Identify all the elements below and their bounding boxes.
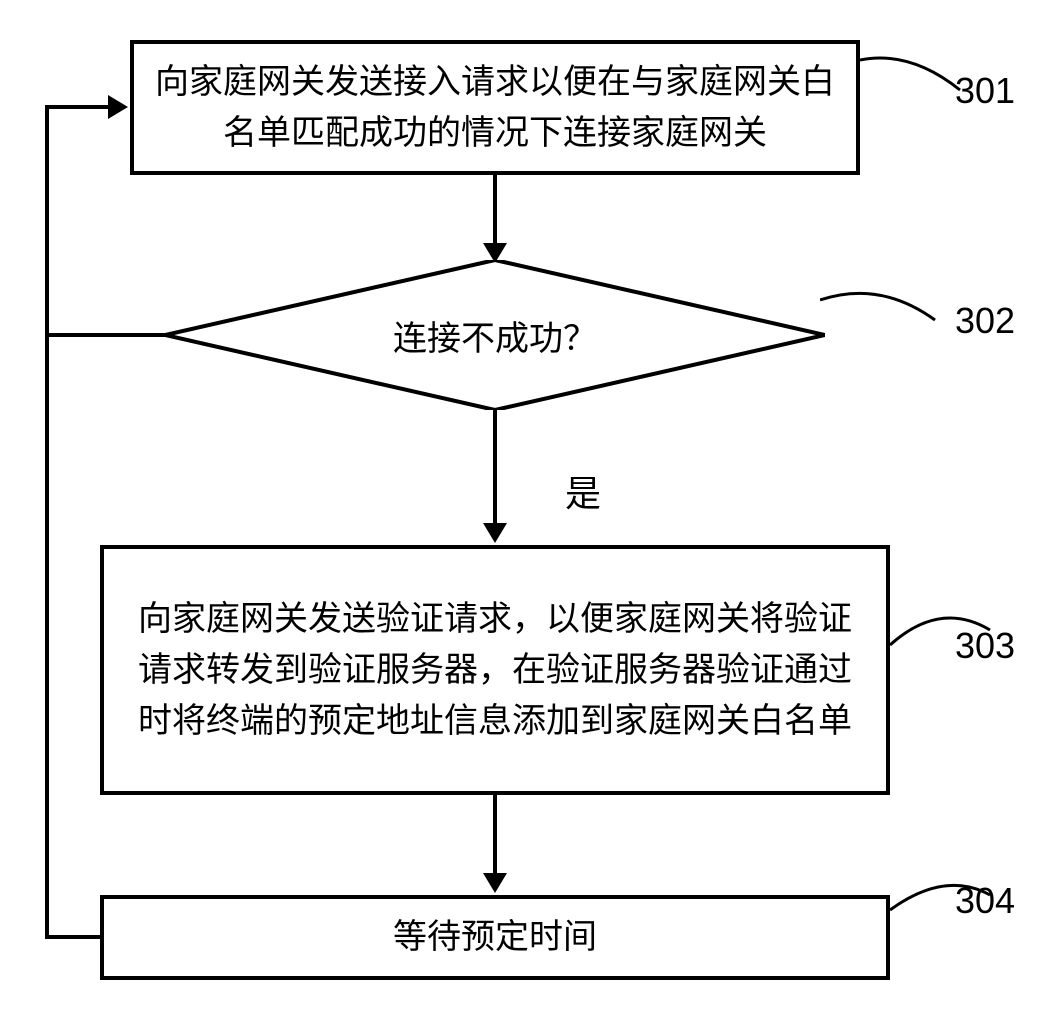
arrow-302-303-head xyxy=(483,523,507,543)
loop-line-h2 xyxy=(45,105,110,109)
label-304: 304 xyxy=(955,880,1015,922)
label-connector-302 xyxy=(820,275,950,335)
arrow-303-304-line xyxy=(493,795,497,875)
loop-line-h1 xyxy=(45,333,165,337)
arrow-302-303-line xyxy=(493,410,497,525)
arrow-303-304-head xyxy=(483,873,507,893)
flowchart-container: 向家庭网关发送接入请求以便在与家庭网关白名单匹配成功的情况下连接家庭网关 301… xyxy=(0,0,1062,1020)
loop-arrow-head xyxy=(108,95,128,119)
loop-line-v xyxy=(45,105,49,337)
loop2-line-h xyxy=(45,935,100,939)
step-303-box: 向家庭网关发送验证请求，以便家庭网关将验证请求转发到验证服务器，在验证服务器验证… xyxy=(100,545,890,795)
step-301-text: 向家庭网关发送接入请求以便在与家庭网关白名单匹配成功的情况下连接家庭网关 xyxy=(154,57,836,159)
step-304-text: 等待预定时间 xyxy=(393,912,597,963)
label-303: 303 xyxy=(955,625,1015,667)
step-301-box: 向家庭网关发送接入请求以便在与家庭网关白名单匹配成功的情况下连接家庭网关 xyxy=(130,40,860,175)
step-303-text: 向家庭网关发送验证请求，以便家庭网关将验证请求转发到验证服务器，在验证服务器验证… xyxy=(124,594,866,747)
yes-label: 是 xyxy=(565,465,601,517)
label-302: 302 xyxy=(955,300,1015,342)
loop2-line-v xyxy=(45,337,49,939)
decision-302-text: 连接不成功？ xyxy=(393,311,597,360)
label-301: 301 xyxy=(955,70,1015,112)
arrow-301-302-line xyxy=(493,175,497,245)
step-304-box: 等待预定时间 xyxy=(100,895,890,980)
decision-302: 连接不成功？ xyxy=(165,260,825,410)
